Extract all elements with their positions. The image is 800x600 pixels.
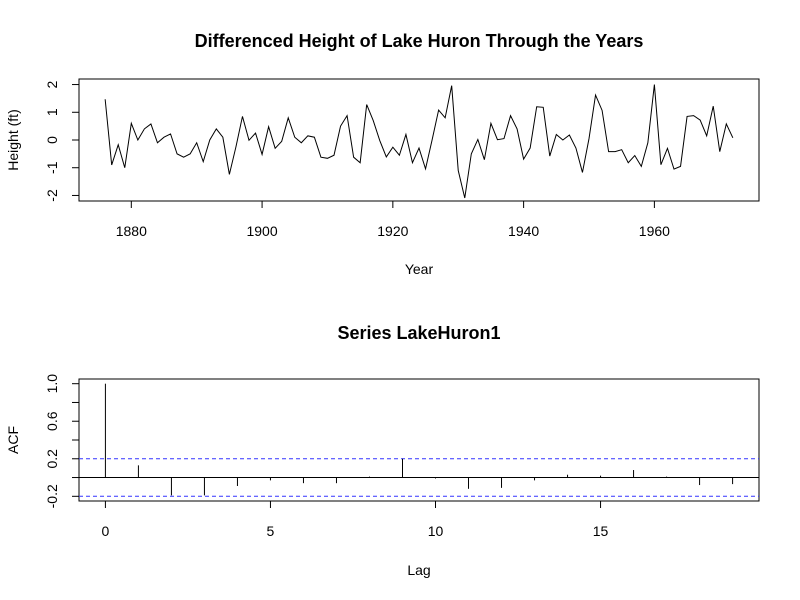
chart1-title: Differenced Height of Lake Huron Through…	[195, 31, 644, 51]
chart1-y-tick-label: 2	[44, 80, 60, 88]
chart2-y-tick-label: 1.0	[44, 374, 60, 394]
chart1-x-tick-label: 1880	[116, 223, 147, 239]
chart1-x-axis: 1880 1900 1920 1940 1960	[116, 200, 670, 239]
chart2-y-axis: -0.2 0.2 0.6 1.0	[44, 374, 80, 508]
chart1-x-axis-label: Year	[405, 261, 434, 277]
chart2-x-tick-label: 15	[593, 523, 609, 539]
chart2-x-tick-label: 5	[267, 523, 275, 539]
chart2-y-axis-label: ACF	[5, 426, 21, 454]
chart2-y-tick-label: -0.2	[44, 484, 60, 508]
chart2-x-axis: 0 5 10 15	[102, 500, 609, 539]
chart1-x-tick-label: 1960	[639, 223, 670, 239]
chart2-x-tick-label: 10	[428, 523, 444, 539]
chart2-y-tick-label: 0.2	[44, 449, 60, 469]
acf-chart: Series LakeHuron1 0 5 10 15 -0.2 0.2 0.6 1.0 L…	[5, 323, 760, 578]
chart1-y-axis: -2 -1 0 1 2	[44, 80, 80, 202]
chart1-y-tick-label: 0	[44, 136, 60, 144]
chart1-y-tick-label: 1	[44, 108, 60, 116]
chart2-x-axis-label: Lag	[407, 562, 430, 578]
chart2-title: Series LakeHuron1	[337, 323, 500, 343]
chart1-series-line	[104, 84, 734, 199]
chart1-x-tick-label: 1900	[246, 223, 277, 239]
chart1-y-tick-label: -1	[44, 161, 60, 174]
chart1-x-tick-label: 1920	[377, 223, 408, 239]
chart2-acf-bars	[79, 383, 759, 497]
chart1-y-axis-label: Height (ft)	[5, 109, 21, 170]
chart2-y-tick-label: 0.6	[44, 411, 60, 431]
chart2-x-tick-label: 0	[102, 523, 110, 539]
chart1-x-tick-label: 1940	[508, 223, 539, 239]
chart1-y-tick-label: -2	[44, 189, 60, 202]
differenced-height-chart: Differenced Height of Lake Huron Through…	[5, 31, 760, 277]
